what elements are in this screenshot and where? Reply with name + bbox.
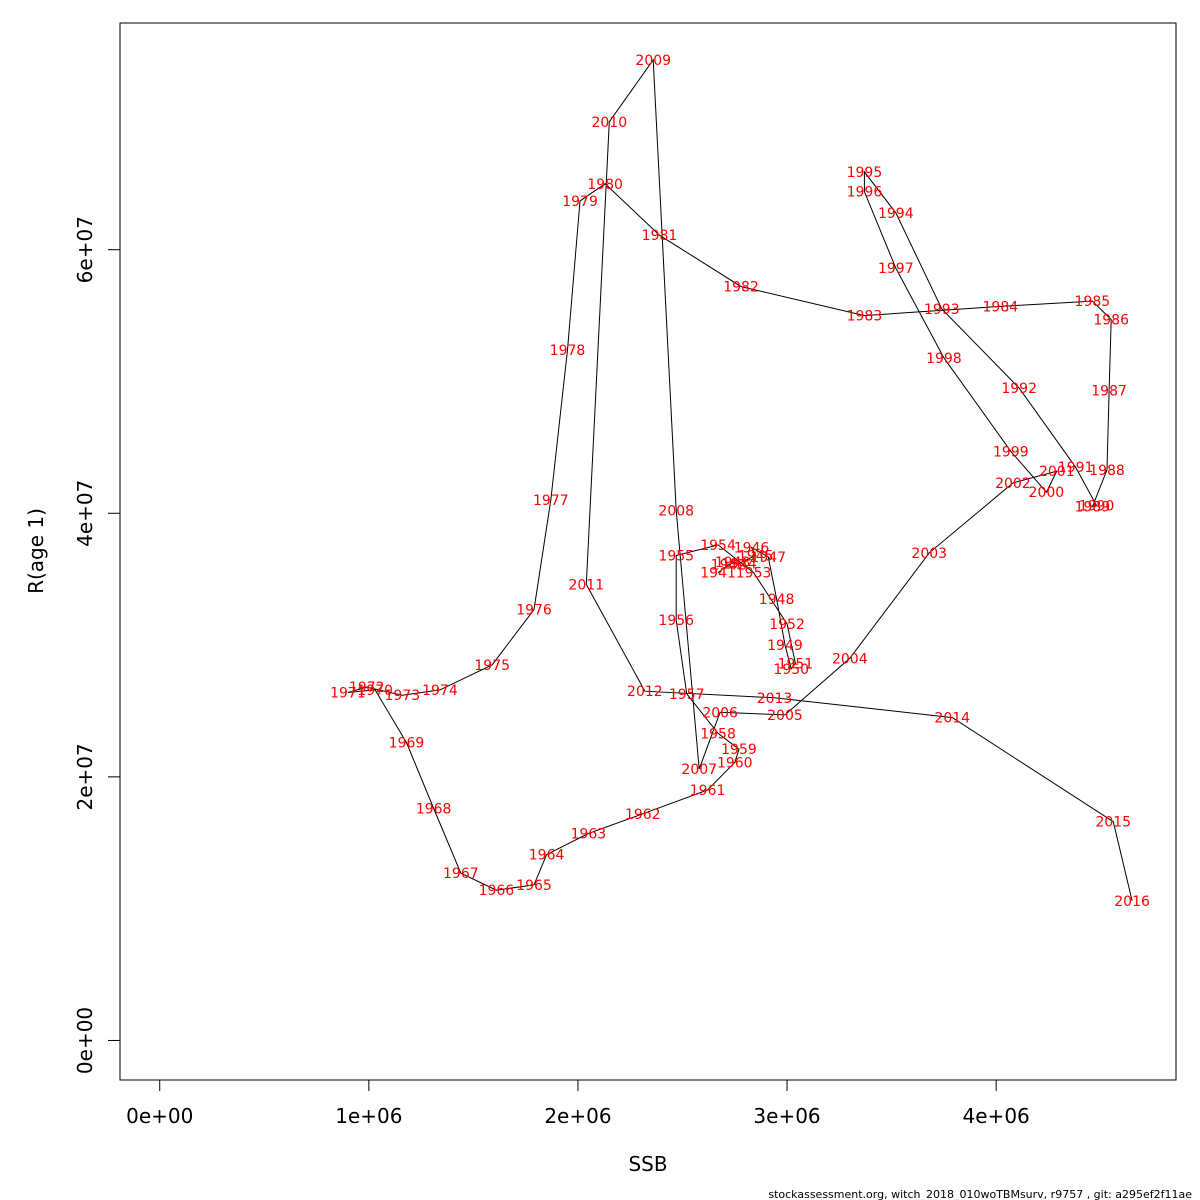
point-label-1963: 1963 [571, 827, 607, 843]
point-label-2002: 2002 [995, 476, 1031, 492]
point-label-1972: 1972 [349, 680, 385, 696]
point-label-1945: 1945 [738, 548, 774, 564]
point-label-2015: 2015 [1095, 815, 1131, 831]
point-label-1978: 1978 [550, 343, 586, 359]
point-label-2006: 2006 [702, 705, 738, 721]
point-label-2012: 2012 [627, 684, 663, 700]
point-label-1959: 1959 [721, 742, 757, 758]
point-label-1960: 1960 [717, 755, 753, 771]
point-label-1977: 1977 [533, 493, 569, 509]
point-label-1967: 1967 [443, 866, 479, 882]
point-label-1951: 1951 [778, 657, 814, 673]
point-label-1991: 1991 [1058, 460, 1094, 476]
point-label-1997: 1997 [878, 261, 914, 277]
point-label-1956: 1956 [658, 613, 694, 629]
point-label-2001: 2001 [1039, 464, 1075, 480]
point-label-1996: 1996 [847, 185, 883, 201]
point-label-1995: 1995 [847, 165, 883, 181]
point-label-2003: 2003 [911, 546, 947, 562]
y-tick-label: 2e+07 [73, 743, 97, 810]
point-label-1999: 1999 [993, 444, 1029, 460]
point-label-1949: 1949 [767, 638, 803, 654]
point-label-1987: 1987 [1091, 384, 1127, 400]
point-label-1986: 1986 [1093, 313, 1129, 329]
x-tick-label: 2e+06 [544, 1104, 611, 1128]
point-label-1958: 1958 [700, 726, 736, 742]
point-label-1942: 1942 [711, 558, 747, 574]
point-label-2016: 2016 [1114, 894, 1150, 910]
point-label-1962: 1962 [625, 807, 661, 823]
x-tick-label: 1e+06 [335, 1104, 402, 1128]
y-tick-label: 6e+07 [73, 216, 97, 283]
point-label-1989: 1989 [1075, 500, 1111, 516]
point-label-1982: 1982 [723, 280, 759, 296]
point-label-2011: 2011 [568, 577, 604, 593]
point-label-1957: 1957 [669, 687, 705, 703]
point-label-1969: 1969 [389, 736, 425, 752]
y-tick-label: 0e+00 [73, 1007, 97, 1074]
y-tick-label: 4e+07 [73, 480, 97, 547]
point-label-1979: 1979 [562, 194, 598, 210]
point-label-2007: 2007 [681, 762, 717, 778]
point-label-1950: 1950 [773, 662, 809, 678]
plot-frame [119, 22, 1177, 1081]
point-label-1947: 1947 [750, 550, 786, 566]
point-label-1993: 1993 [924, 302, 960, 318]
point-label-2009: 2009 [635, 53, 671, 69]
point-label-1980: 1980 [587, 177, 623, 193]
point-label-1965: 1965 [516, 878, 552, 894]
point-label-1964: 1964 [529, 848, 565, 864]
point-label-1992: 1992 [1001, 381, 1037, 397]
point-label-2008: 2008 [658, 504, 694, 520]
point-label-1983: 1983 [847, 309, 883, 325]
y-axis: 0e+00 2e+07 4e+07 6e+07 [73, 216, 121, 1074]
point-label-1952: 1952 [769, 617, 805, 633]
x-axis-title: SSB [628, 1152, 667, 1176]
point-label-1961: 1961 [690, 783, 726, 799]
point-label-1990: 1990 [1079, 498, 1115, 514]
point-label-1988: 1988 [1089, 463, 1125, 479]
x-tick-label: 0e+00 [126, 1104, 193, 1128]
x-tick-label: 3e+06 [753, 1104, 820, 1128]
point-label-2014: 2014 [934, 711, 970, 727]
point-label-1953: 1953 [736, 566, 772, 582]
point-label-1948: 1948 [759, 592, 795, 608]
point-label-1946: 1946 [734, 541, 770, 557]
point-label-1998: 1998 [926, 351, 962, 367]
point-label-1954: 1954 [700, 538, 736, 554]
point-label-2005: 2005 [767, 708, 803, 724]
series-line [347, 58, 1133, 901]
point-label-1973: 1973 [384, 688, 420, 704]
point-label-1955: 1955 [658, 548, 694, 564]
point-label-1976: 1976 [516, 602, 552, 618]
point-label-1968: 1968 [416, 802, 452, 818]
point-label-2004: 2004 [832, 651, 868, 667]
point-label-1981: 1981 [642, 228, 678, 244]
point-label-1971: 1971 [330, 686, 366, 702]
x-tick-label: 4e+06 [963, 1104, 1030, 1128]
point-label-1985: 1985 [1075, 294, 1111, 310]
point-label-1944: 1944 [721, 556, 757, 572]
point-label-2013: 2013 [757, 691, 793, 707]
footer-credit: stockassessment.org, witch_2018_010woTBM… [768, 1188, 1192, 1200]
point-label-1966: 1966 [479, 883, 515, 899]
point-label-1984: 1984 [983, 299, 1019, 315]
x-axis: 0e+00 1e+06 2e+06 3e+06 4e+06 [126, 1079, 1030, 1128]
point-label-1943: 1943 [715, 555, 751, 571]
point-label-1994: 1994 [878, 206, 914, 222]
point-label-1975: 1975 [474, 658, 510, 674]
point-label-1970: 1970 [357, 683, 393, 699]
point-label-1941: 1941 [700, 566, 736, 582]
point-label-1974: 1974 [422, 683, 458, 699]
point-label-2000: 2000 [1029, 485, 1065, 501]
y-axis-title: R(age 1) [24, 508, 48, 594]
point-label-2010: 2010 [591, 115, 627, 131]
